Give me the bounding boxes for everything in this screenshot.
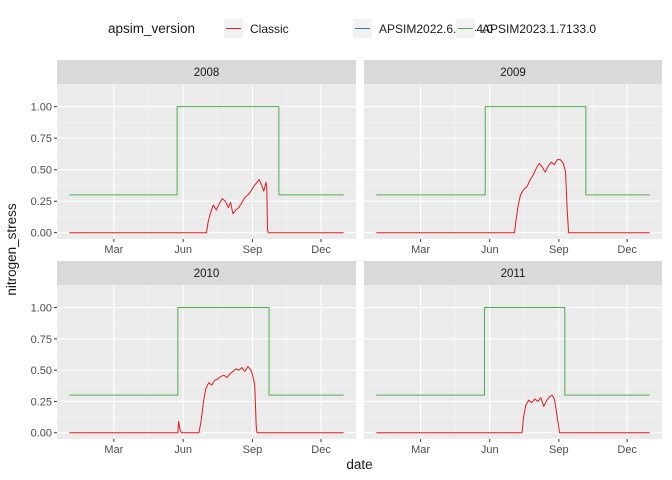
x-tick-label: Jun	[481, 444, 499, 456]
x-tick-label: Sep	[549, 444, 569, 456]
x-tick-label: Dec	[311, 244, 331, 256]
x-tick-label: Sep	[243, 244, 263, 256]
y-tick-label: 0.00	[31, 428, 52, 440]
y-tick-label: 0.75	[31, 133, 52, 145]
facet-strip-label: 2009	[500, 67, 526, 79]
facet-strip	[364, 60, 662, 84]
series-line-APSIM2023.1.7133.0	[69, 307, 344, 396]
x-tick-label: Jun	[481, 244, 499, 256]
legend-label: APSIM2023.1.7133.0	[482, 22, 596, 36]
facet-panel-2010: 2010 0.00 0.25 0.50 0.75 1.00 Mar Jun Sep Dec	[31, 261, 356, 456]
x-tick-label: Dec	[311, 444, 331, 456]
series-line-APSIM2023.1.7133.0	[376, 307, 650, 396]
legend-label: Classic	[250, 22, 289, 36]
x-tick-label: Dec	[617, 244, 637, 256]
legend-title: apsim_version	[108, 21, 195, 36]
y-tick-label: 1.00	[31, 102, 52, 114]
series-line-APSIM2023.1.7133.0	[376, 106, 650, 196]
facet-strip-label: 2011	[501, 268, 526, 280]
y-tick-label: 1.00	[31, 303, 52, 315]
series-line-APSIM2023.1.7133.0	[69, 106, 344, 196]
y-tick-label: 0.50	[31, 165, 52, 177]
y-tick-label: 0.75	[31, 334, 52, 346]
facet-panel-2011: 2011 Mar Jun Sep Dec	[364, 261, 662, 456]
facet-strip	[57, 60, 356, 84]
x-tick-label: Mar	[411, 444, 430, 456]
facet-strip-label: 2008	[194, 67, 220, 79]
facet-strip-label: 2010	[194, 268, 220, 280]
facet-strip	[364, 261, 662, 285]
x-tick-label: Jun	[174, 444, 192, 456]
panel-background	[57, 84, 356, 239]
panel-background	[57, 285, 356, 439]
y-tick-label: 0.50	[31, 365, 52, 377]
y-tick-label: 0.25	[31, 396, 52, 408]
legend: apsim_version Classic APSIM2022.6.7044.0AP…	[108, 19, 596, 38]
facet-panel-2008: 2008 0.00 0.25 0.50 0.75 1.00 Mar Jun Sep Dec	[31, 60, 356, 256]
x-tick-label: Mar	[104, 444, 123, 456]
legend-label: APSIM2022.6.7044.0	[379, 22, 493, 36]
x-tick-label: Jun	[174, 244, 192, 256]
x-tick-label: Dec	[617, 444, 637, 456]
x-tick-label: Sep	[549, 244, 569, 256]
y-axis-title: nitrogen_stress	[4, 203, 19, 296]
series-line-Classic	[69, 365, 344, 434]
x-axis-title: date	[346, 457, 372, 472]
y-tick-label: 0.25	[31, 196, 52, 208]
panel-background	[364, 285, 662, 439]
facet-strip	[57, 261, 356, 285]
y-tick-label: 0.00	[31, 228, 52, 240]
panel-background	[364, 84, 662, 239]
facet-panel-2009: 2009 Mar Jun Sep Dec	[364, 60, 662, 256]
series-line-Classic	[69, 179, 344, 234]
x-tick-label: Mar	[104, 244, 123, 256]
x-tick-label: Mar	[411, 244, 430, 256]
series-line-Classic	[376, 394, 650, 434]
x-tick-label: Sep	[243, 444, 263, 456]
series-line-Classic	[376, 159, 650, 234]
